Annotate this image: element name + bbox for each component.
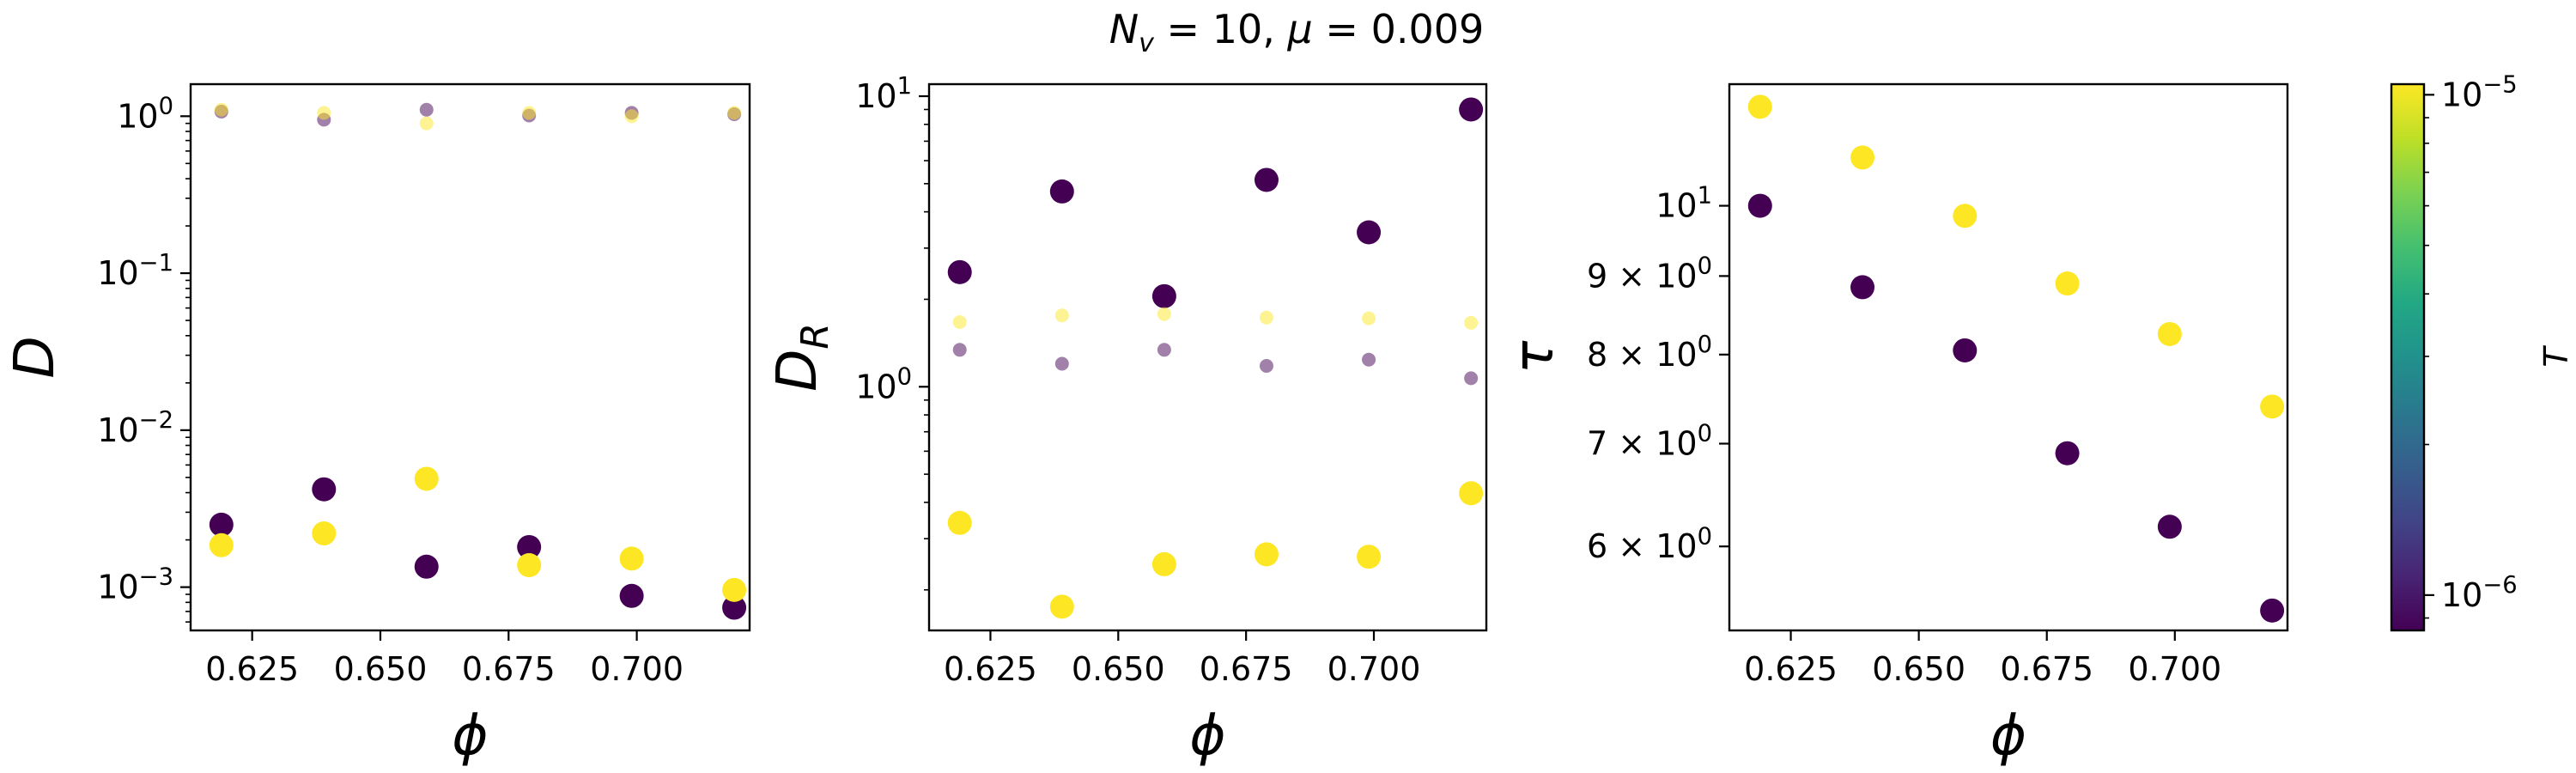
x-axis-label: ϕ [1990,704,2026,768]
colorbar: 10−6 10−5 T [2390,71,2575,632]
data-point [2157,321,2182,346]
data-point [722,577,747,602]
y-axis-label-D: D [3,336,67,378]
data-point [722,595,747,620]
x-tick-label: 0.675 [1200,650,1293,688]
data-point [1157,307,1171,321]
x-tick-label: 0.700 [590,650,683,688]
data-point [2055,441,2080,466]
data-point [1049,179,1074,204]
data-point [517,534,542,559]
y-tick-label: 100 [855,363,912,405]
colorbar-gradient [2390,82,2426,632]
x-tick-label: 0.650 [1872,650,1965,688]
data-point [1357,220,1382,245]
data-point [1151,283,1176,308]
data-point [624,109,639,124]
data-point [1459,481,1484,506]
data-point [209,512,234,537]
y-tick-label: 101 [1656,183,1712,225]
data-point [1151,551,1176,576]
data-point [1953,204,1978,228]
data-point [1362,311,1376,326]
data-point [1953,338,1978,362]
y-tick-label: 6 × 100 [1587,523,1712,565]
data-point [1850,275,1875,300]
data-point [1747,193,1772,218]
data-point [1464,315,1479,330]
data-point [1747,94,1772,119]
x-tick-label: 0.650 [334,650,428,688]
data-point [414,466,439,491]
data-point [1850,145,1875,170]
data-point [1259,310,1273,325]
data-point [414,554,439,579]
colorbar-label: T [2537,345,2575,368]
x-tick-label: 0.675 [2000,650,2093,688]
data-point [619,546,644,571]
data-point [2157,514,2182,539]
data-point [952,314,967,329]
colorbar-tick-label: 10−6 [2441,572,2518,614]
data-point [522,106,537,120]
panel-diffusion: 0.625 0.650 0.675 0.700 ϕ 100 10−1 10−2 10−3 D [3,82,751,768]
data-point [2260,394,2285,419]
x-axis-label: ϕ [1189,704,1225,768]
panel-relaxation-time: 0.625 0.650 0.675 0.700 ϕ 101 9 × 100 8 × 100 7 … [1503,82,2289,768]
data-point [619,583,644,608]
data-point [1254,167,1279,192]
x-axis-label: ϕ [452,704,488,768]
y-tick-label: 10−2 [97,407,173,449]
data-point [727,106,742,120]
x-tick-label: 0.625 [944,650,1037,688]
data-point [1357,545,1382,569]
data-point [419,116,434,131]
data-point [419,102,434,117]
data-point [1157,343,1171,357]
x-tick-label: 0.625 [1744,650,1838,688]
data-point [2260,598,2285,623]
colorbar-tick-label: 10−5 [2441,71,2518,113]
panel-rotational-diffusion: 0.625 0.650 0.675 0.700 ϕ 101 100 DR [766,73,1488,768]
data-point [1259,358,1273,373]
data-point [1464,371,1479,386]
data-point [1049,594,1074,619]
colorbar-ticks: 10−6 10−5 [2424,71,2518,619]
data-point [517,553,542,578]
y-tick-label: 10−1 [97,250,173,292]
data-point [1054,356,1069,371]
data-point [209,533,234,557]
data-point [2055,271,2080,296]
x-tick-label: 0.625 [205,650,299,688]
data-point [312,477,337,502]
data-point [947,259,972,284]
y-tick-label: 7 × 100 [1587,421,1712,463]
data-point [1054,308,1069,323]
data-point [952,343,967,357]
x-tick-label: 0.700 [1327,650,1421,688]
y-tick-label: 8 × 100 [1587,332,1712,374]
y-tick-label: 101 [855,73,912,115]
x-tick-label: 0.675 [462,650,556,688]
data-point [947,510,972,535]
x-tick-label: 0.700 [2128,650,2221,688]
y-axis-label-tau: τ [1503,340,1566,374]
data-point [1254,542,1279,567]
data-point [312,521,337,546]
data-point [1362,352,1376,367]
y-tick-label: 100 [117,93,173,135]
data-point [1459,97,1484,122]
plot-frame [1728,82,2289,632]
figure-title: Nv = 10, μ = 0.009 [1109,6,1485,58]
y-tick-label: 10−3 [97,564,173,606]
plot-frame [927,82,1488,632]
y-tick-label: 9 × 100 [1587,253,1712,295]
data-point [317,106,331,120]
y-axis-label-DR: DR [766,323,837,392]
data-point [214,102,228,117]
x-tick-label: 0.650 [1072,650,1165,688]
plot-frame [189,82,751,632]
